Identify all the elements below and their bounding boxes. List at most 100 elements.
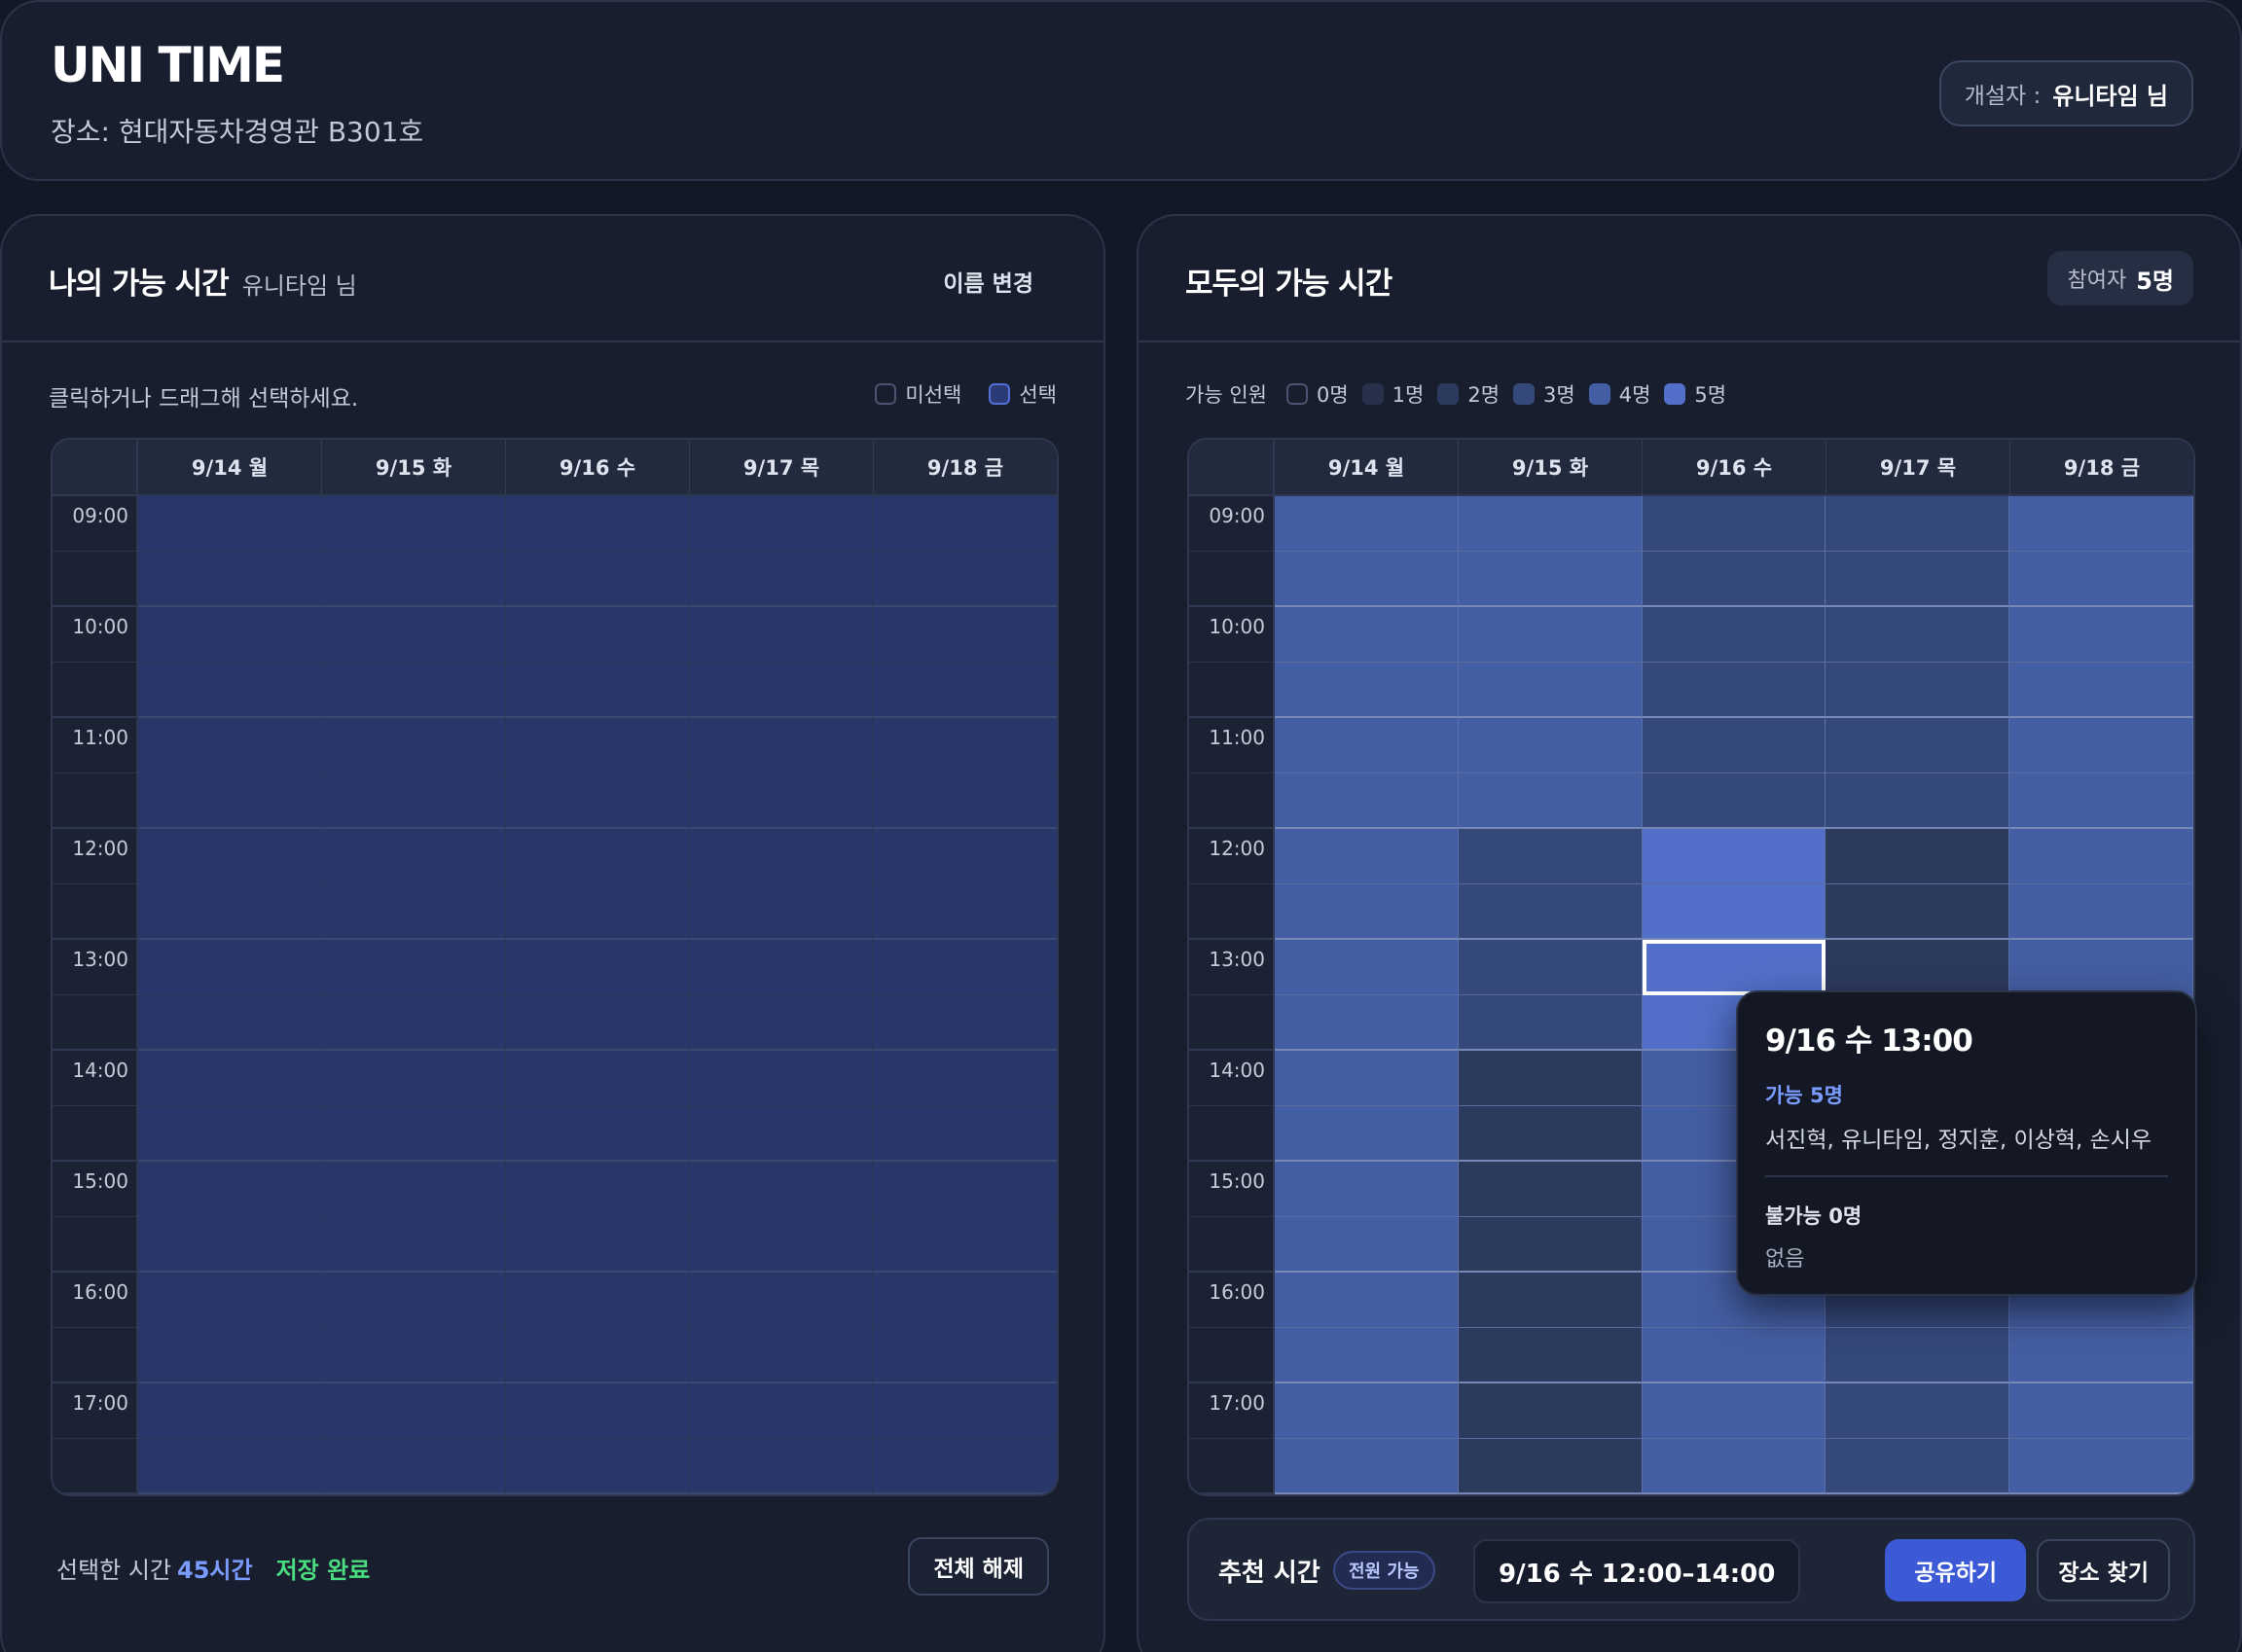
group-time-slot[interactable] (1275, 1051, 1459, 1106)
my-time-slot[interactable] (873, 829, 1057, 884)
group-time-slot[interactable] (1826, 1439, 2010, 1494)
my-time-slot[interactable] (873, 1106, 1057, 1162)
my-time-slot[interactable] (689, 1217, 874, 1273)
group-time-slot[interactable] (1275, 663, 1459, 718)
my-time-slot[interactable] (505, 663, 690, 718)
my-time-slot[interactable] (321, 1328, 506, 1383)
group-time-slot[interactable] (1275, 1273, 1459, 1328)
my-time-slot[interactable] (689, 496, 874, 552)
my-time-slot[interactable] (505, 1328, 690, 1383)
group-time-slot[interactable] (1458, 940, 1643, 995)
my-time-slot[interactable] (873, 1273, 1057, 1328)
my-time-slot[interactable] (873, 940, 1057, 995)
group-time-slot[interactable] (1458, 995, 1643, 1051)
my-time-slot[interactable] (321, 607, 506, 663)
my-time-slot[interactable] (689, 995, 874, 1051)
my-time-slot[interactable] (873, 1162, 1057, 1217)
my-time-slot[interactable] (138, 1162, 322, 1217)
my-time-slot[interactable] (138, 773, 322, 829)
my-time-slot[interactable] (321, 718, 506, 773)
group-time-slot[interactable] (1275, 552, 1459, 607)
group-time-slot[interactable] (1275, 773, 1459, 829)
my-time-slot[interactable] (321, 829, 506, 884)
my-time-slot[interactable] (873, 607, 1057, 663)
my-time-slot[interactable] (321, 1162, 506, 1217)
group-time-slot[interactable] (1275, 1162, 1459, 1217)
group-time-slot[interactable] (1642, 718, 1826, 773)
my-time-slot[interactable] (138, 995, 322, 1051)
share-button[interactable]: 공유하기 (1885, 1539, 2026, 1601)
group-time-slot[interactable] (1826, 773, 2010, 829)
group-time-slot[interactable] (2009, 1383, 2193, 1439)
group-time-slot[interactable] (2009, 773, 2193, 829)
my-time-slot[interactable] (689, 884, 874, 940)
group-time-slot[interactable] (1826, 496, 2010, 552)
my-time-slot[interactable] (321, 1439, 506, 1494)
my-time-slot[interactable] (138, 607, 322, 663)
group-time-slot[interactable] (2009, 718, 2193, 773)
group-time-slot[interactable] (1275, 718, 1459, 773)
my-time-slot[interactable] (321, 884, 506, 940)
group-time-slot[interactable] (1642, 607, 1826, 663)
my-time-slot[interactable] (138, 663, 322, 718)
my-time-slot[interactable] (505, 1273, 690, 1328)
my-time-slot[interactable] (321, 1273, 506, 1328)
my-time-slot[interactable] (689, 1273, 874, 1328)
my-time-slot[interactable] (873, 1328, 1057, 1383)
my-time-slot[interactable] (138, 1106, 322, 1162)
my-time-slot[interactable] (873, 552, 1057, 607)
group-time-slot[interactable] (1642, 884, 1826, 940)
group-time-slot[interactable] (2009, 607, 2193, 663)
group-time-slot[interactable] (2009, 884, 2193, 940)
my-time-slot[interactable] (873, 773, 1057, 829)
my-time-slot[interactable] (321, 1051, 506, 1106)
my-time-slot[interactable] (873, 1051, 1057, 1106)
find-place-button[interactable]: 장소 찾기 (2037, 1539, 2170, 1601)
group-time-slot[interactable] (1826, 940, 2010, 995)
group-time-slot[interactable] (1458, 1106, 1643, 1162)
my-time-slot[interactable] (321, 940, 506, 995)
group-time-slot[interactable] (1275, 1106, 1459, 1162)
my-time-slot[interactable] (505, 496, 690, 552)
group-time-slot[interactable] (1458, 829, 1643, 884)
group-time-slot[interactable] (1826, 1383, 2010, 1439)
my-time-slot[interactable] (505, 1439, 690, 1494)
my-time-slot[interactable] (505, 718, 690, 773)
group-time-slot[interactable] (2009, 940, 2193, 995)
group-time-slot[interactable] (1458, 773, 1643, 829)
my-time-slot[interactable] (505, 1051, 690, 1106)
my-time-slot[interactable] (689, 552, 874, 607)
group-time-slot[interactable] (2009, 1328, 2193, 1383)
group-time-slot[interactable] (1642, 1383, 1826, 1439)
group-time-slot[interactable] (1642, 552, 1826, 607)
group-time-slot[interactable] (1458, 1162, 1643, 1217)
rename-button[interactable]: 이름 변경 (943, 265, 1033, 298)
my-time-slot[interactable] (138, 718, 322, 773)
participants-chip[interactable]: 참여자 5명 (2047, 251, 2193, 305)
my-time-slot[interactable] (505, 773, 690, 829)
group-time-slot[interactable] (1275, 1217, 1459, 1273)
my-time-slot[interactable] (138, 1051, 322, 1106)
my-time-slot[interactable] (505, 940, 690, 995)
group-time-slot[interactable] (1458, 1051, 1643, 1106)
group-time-slot[interactable] (1275, 496, 1459, 552)
group-time-slot[interactable] (2009, 496, 2193, 552)
my-time-slot[interactable] (689, 1383, 874, 1439)
my-time-slot[interactable] (138, 496, 322, 552)
my-time-slot[interactable] (138, 552, 322, 607)
my-time-slot[interactable] (873, 496, 1057, 552)
group-time-slot[interactable] (1642, 829, 1826, 884)
group-time-slot[interactable] (1275, 1328, 1459, 1383)
my-time-slot[interactable] (689, 1328, 874, 1383)
my-time-slot[interactable] (689, 1051, 874, 1106)
my-time-slot[interactable] (505, 1162, 690, 1217)
group-time-slot[interactable] (1458, 1273, 1643, 1328)
recommended-time[interactable]: 9/16 수 12:00–14:00 (1473, 1539, 1801, 1603)
my-time-slot[interactable] (689, 718, 874, 773)
my-time-slot[interactable] (689, 773, 874, 829)
my-time-slot[interactable] (138, 1217, 322, 1273)
my-time-slot[interactable] (321, 496, 506, 552)
my-time-slot[interactable] (873, 663, 1057, 718)
group-time-slot[interactable] (1275, 884, 1459, 940)
my-time-slot[interactable] (505, 1217, 690, 1273)
